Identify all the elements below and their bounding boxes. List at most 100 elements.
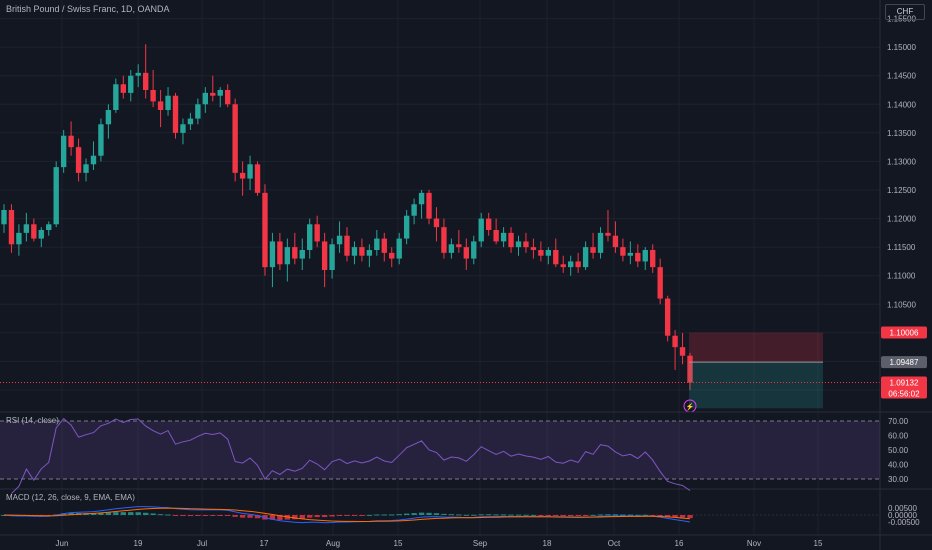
candle-body	[493, 230, 499, 242]
candle-body	[418, 192, 425, 205]
macd-histogram-bar	[98, 512, 104, 515]
macd-histogram-bar	[344, 515, 350, 516]
stop-price-label: 1.10006	[890, 329, 919, 338]
candle-body	[463, 247, 469, 259]
macd-histogram-bar	[180, 515, 186, 516]
candle-body	[232, 104, 238, 173]
candle-body	[553, 250, 559, 265]
candle-body	[165, 95, 171, 110]
candle-body	[359, 247, 365, 256]
macd-histogram-bar	[210, 515, 216, 516]
candle-body	[538, 250, 544, 256]
candle-body	[105, 110, 112, 125]
candle-body	[642, 250, 648, 262]
currency-button[interactable]: CHF	[885, 4, 925, 20]
candle-body	[582, 247, 589, 268]
candle-body	[597, 232, 604, 253]
macd-histogram-bar	[448, 514, 455, 516]
macd-histogram-bar	[523, 514, 529, 516]
rsi-tick-label: 60.00	[888, 432, 909, 441]
macd-histogram-bar	[515, 514, 522, 516]
macd-histogram-bar	[269, 515, 276, 520]
price-tick-label: 1.13000	[887, 157, 916, 166]
candle-body	[210, 92, 216, 96]
candle-body	[225, 90, 231, 105]
macd-histogram-bar	[597, 514, 604, 516]
candle-body	[120, 84, 126, 93]
macd-histogram-bar	[262, 515, 268, 520]
candle-body	[142, 72, 149, 90]
rsi-tick-label: 50.00	[888, 446, 909, 455]
candle-body	[98, 124, 104, 156]
macd-histogram-bar	[187, 515, 194, 517]
macd-histogram-bar	[157, 514, 164, 516]
macd-histogram-bar	[627, 514, 634, 516]
macd-histogram-bar	[336, 515, 343, 516]
macd-histogram-bar	[635, 514, 641, 516]
candle-body	[500, 232, 507, 242]
signal-line	[3, 507, 691, 522]
candle-body	[75, 147, 82, 173]
macd-histogram-bar	[128, 512, 134, 515]
candle-body	[478, 218, 484, 242]
candle-body	[485, 218, 492, 230]
macd-histogram-bar	[687, 515, 693, 519]
macd-histogram-bar	[568, 515, 574, 516]
macd-histogram-bar	[433, 513, 440, 515]
candle-body	[299, 250, 305, 259]
candle-body	[68, 135, 74, 148]
macd-histogram-bar	[530, 514, 537, 516]
candle-body	[605, 232, 611, 236]
macd-histogram-bar	[471, 514, 477, 516]
price-tick-label: 1.14500	[887, 72, 916, 81]
candle-body	[590, 247, 596, 253]
macd-histogram-bar	[679, 515, 686, 518]
macd-histogram-bar	[582, 515, 589, 516]
candle-body	[545, 250, 552, 256]
macd-histogram-bar	[329, 515, 335, 517]
macd-histogram-bar	[105, 512, 112, 515]
macd-histogram-bar	[113, 512, 119, 515]
candle-body	[389, 252, 395, 259]
candle-body	[403, 215, 410, 239]
candle-body	[247, 164, 253, 179]
rsi-legend[interactable]: RSI (14, close)	[6, 416, 59, 425]
candle-body	[1, 210, 7, 225]
macd-tick-label: 0.00500	[888, 504, 917, 513]
candle-body	[150, 90, 156, 102]
macd-histogram-bar	[247, 515, 253, 518]
lightning-icon: ⚡	[686, 402, 695, 411]
macd-histogram-bar	[538, 515, 544, 516]
macd-histogram-bar	[381, 514, 387, 516]
candle-body	[687, 355, 693, 383]
candle-body	[157, 101, 164, 110]
macd-histogram-bar	[225, 515, 231, 516]
rsi-tick-label: 30.00	[888, 475, 909, 484]
macd-tick-label: 0.00000	[888, 511, 917, 520]
macd-histogram-bar	[508, 514, 514, 516]
candle-body	[650, 250, 656, 268]
macd-legend[interactable]: MACD (12, 26, close, 9, EMA, EMA)	[6, 493, 135, 502]
macd-histogram-bar	[620, 514, 626, 516]
candle-body	[560, 264, 566, 268]
macd-histogram-bar	[650, 515, 656, 516]
candle-body	[277, 241, 283, 265]
price-tick-label: 1.12000	[887, 215, 916, 224]
macd-histogram-bar	[485, 514, 492, 516]
candle-body	[530, 247, 537, 250]
macd-histogram-bar	[463, 514, 469, 516]
candle-body	[128, 75, 134, 93]
candle-body	[239, 172, 246, 179]
macd-histogram-bar	[239, 515, 246, 518]
candle-body	[23, 224, 30, 233]
macd-histogram-bar	[366, 514, 373, 516]
macd-histogram-bar	[500, 514, 507, 516]
stop-loss-zone	[689, 332, 823, 363]
macd-histogram-bar	[172, 515, 179, 516]
candle-body	[90, 155, 97, 165]
candle-body	[620, 247, 626, 256]
candle-body	[321, 241, 328, 270]
take-profit-zone	[689, 362, 823, 409]
